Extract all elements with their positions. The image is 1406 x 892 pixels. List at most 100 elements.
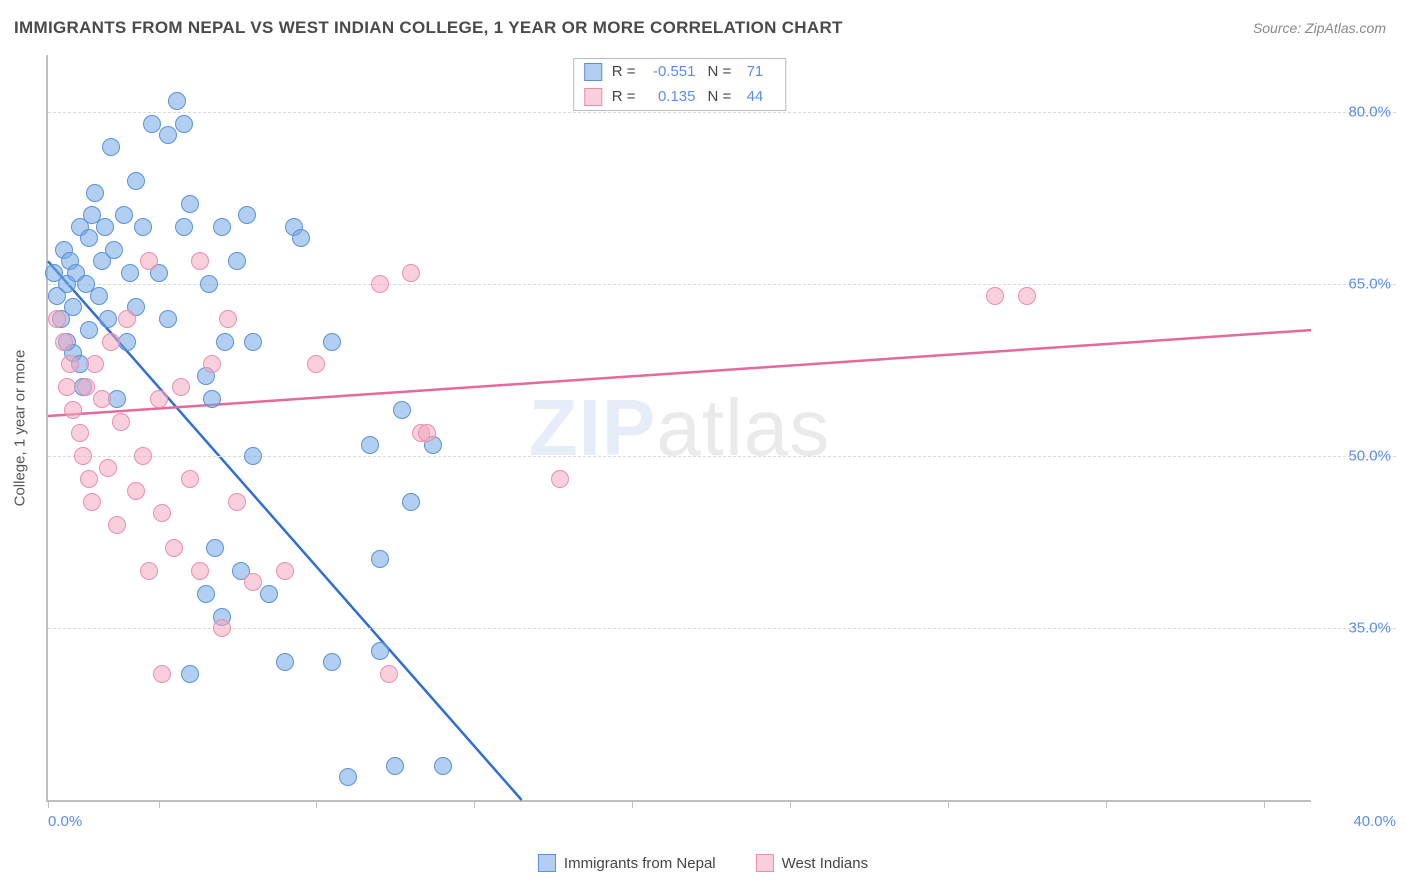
gridline-h	[48, 628, 1396, 629]
data-point	[143, 115, 161, 133]
x-tick	[316, 800, 317, 808]
legend-item: West Indians	[756, 854, 868, 872]
data-point	[307, 355, 325, 373]
gridline-h	[48, 284, 1396, 285]
r-label: R =	[612, 86, 636, 109]
data-point	[175, 115, 193, 133]
data-point	[181, 665, 199, 683]
data-point	[418, 424, 436, 442]
y-tick-label: 35.0%	[1348, 620, 1391, 637]
bottom-legend: Immigrants from Nepal West Indians	[538, 854, 868, 872]
data-point	[165, 539, 183, 557]
data-point	[551, 470, 569, 488]
data-point	[986, 287, 1004, 305]
data-point	[434, 757, 452, 775]
data-point	[228, 493, 246, 511]
n-value: 71	[735, 61, 763, 84]
data-point	[121, 264, 139, 282]
data-point	[168, 92, 186, 110]
data-point	[402, 264, 420, 282]
data-point	[323, 653, 341, 671]
watermark: ZIPatlas	[529, 382, 830, 474]
data-point	[371, 550, 389, 568]
data-point	[244, 573, 262, 591]
data-point	[219, 310, 237, 328]
x-tick	[948, 800, 949, 808]
data-point	[102, 138, 120, 156]
data-point	[71, 424, 89, 442]
data-point	[172, 378, 190, 396]
data-point	[276, 562, 294, 580]
data-point	[371, 275, 389, 293]
stats-box: R = -0.551N = 71R = 0.135N = 44	[573, 58, 787, 111]
data-point	[102, 333, 120, 351]
legend-label: Immigrants from Nepal	[564, 855, 716, 872]
data-point	[134, 447, 152, 465]
legend-swatch	[584, 88, 602, 106]
r-label: R =	[612, 61, 636, 84]
y-axis-title: College, 1 year or more	[12, 349, 29, 506]
data-point	[386, 757, 404, 775]
data-point	[213, 218, 231, 236]
data-point	[339, 768, 357, 786]
data-point	[228, 252, 246, 270]
legend-item: Immigrants from Nepal	[538, 854, 716, 872]
data-point	[213, 619, 231, 637]
data-point	[61, 355, 79, 373]
x-tick	[1264, 800, 1265, 808]
data-point	[238, 206, 256, 224]
data-point	[140, 562, 158, 580]
r-value: 0.135	[640, 86, 696, 109]
data-point	[80, 229, 98, 247]
data-point	[203, 355, 221, 373]
data-point	[276, 653, 294, 671]
data-point	[127, 482, 145, 500]
data-point	[200, 275, 218, 293]
data-point	[380, 665, 398, 683]
data-point	[361, 436, 379, 454]
data-point	[118, 333, 136, 351]
data-point	[58, 378, 76, 396]
data-point	[181, 195, 199, 213]
data-point	[118, 310, 136, 328]
correlation-chart: IMMIGRANTS FROM NEPAL VS WEST INDIAN COL…	[0, 0, 1406, 892]
data-point	[55, 333, 73, 351]
data-point	[292, 229, 310, 247]
data-point	[244, 447, 262, 465]
gridline-h	[48, 112, 1396, 113]
data-point	[86, 355, 104, 373]
data-point	[80, 470, 98, 488]
x-label-right: 40.0%	[1353, 813, 1396, 830]
data-point	[96, 218, 114, 236]
data-point	[402, 493, 420, 511]
data-point	[181, 470, 199, 488]
data-point	[90, 287, 108, 305]
data-point	[393, 401, 411, 419]
x-label-left: 0.0%	[48, 813, 82, 830]
n-value: 44	[735, 86, 763, 109]
data-point	[93, 390, 111, 408]
data-point	[64, 401, 82, 419]
watermark-zip: ZIP	[529, 383, 656, 472]
n-label: N =	[708, 86, 732, 109]
data-point	[134, 218, 152, 236]
data-point	[153, 504, 171, 522]
data-point	[323, 333, 341, 351]
data-point	[197, 585, 215, 603]
trendlines-svg	[48, 55, 1311, 800]
y-tick-label: 50.0%	[1348, 448, 1391, 465]
data-point	[48, 310, 66, 328]
data-point	[108, 516, 126, 534]
x-tick	[1106, 800, 1107, 808]
source-label: Source: ZipAtlas.com	[1253, 20, 1386, 36]
data-point	[108, 390, 126, 408]
data-point	[140, 252, 158, 270]
data-point	[216, 333, 234, 351]
watermark-atlas: atlas	[656, 383, 830, 472]
x-tick	[790, 800, 791, 808]
data-point	[83, 493, 101, 511]
plot-area: ZIPatlas R = -0.551N = 71R = 0.135N = 44…	[46, 55, 1311, 802]
chart-title: IMMIGRANTS FROM NEPAL VS WEST INDIAN COL…	[14, 18, 843, 38]
data-point	[115, 206, 133, 224]
data-point	[80, 321, 98, 339]
